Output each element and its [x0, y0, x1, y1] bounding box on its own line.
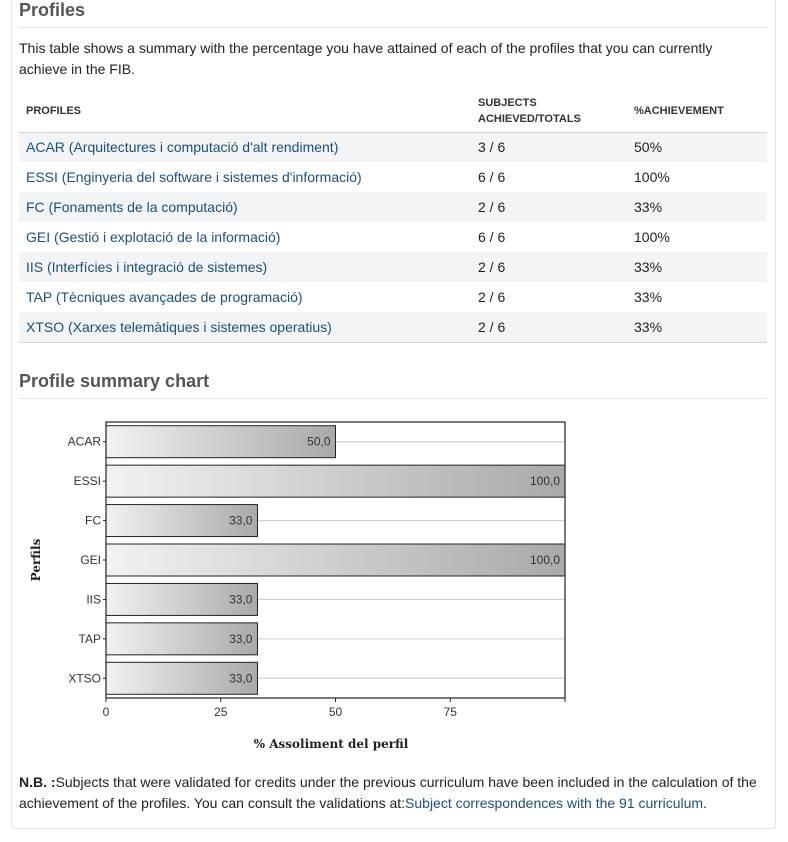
profile-name-cell: TAP (Tècniques avançades de programació): [19, 282, 471, 312]
header-achievement: %ACHIEVEMENT: [627, 90, 767, 133]
table-row: ACAR (Arquitectures i computació d'alt r…: [19, 132, 767, 162]
profiles-table: PROFILES SUBJECTS ACHIEVED/TOTALS %ACHIE…: [19, 90, 767, 343]
y-tick-label: ACAR: [68, 435, 102, 449]
achievement-cell: 50%: [627, 132, 767, 162]
profile-name-cell: ESSI (Enginyeria del software i sistemes…: [19, 162, 471, 192]
subjects-cell: 2 / 6: [471, 312, 627, 343]
table-row: GEI (Gestió i explotació de la informaci…: [19, 222, 767, 252]
achievement-cell: 33%: [634, 289, 663, 305]
achievement-cell: 33%: [627, 312, 767, 343]
header-subjects: SUBJECTS ACHIEVED/TOTALS: [471, 90, 627, 133]
nb-prefix: N.B. :: [19, 774, 56, 790]
bar-tap: [105, 622, 258, 656]
table-row: TAP (Tècniques avançades de programació)…: [19, 282, 767, 312]
y-tick-label: ESSI: [74, 474, 101, 488]
x-axis-title: % Assoliment del perfil: [254, 737, 409, 751]
table-header-row: PROFILES SUBJECTS ACHIEVED/TOTALS %ACHIE…: [19, 90, 767, 133]
profile-link-acar[interactable]: ACAR (Arquitectures i computació d'alt r…: [26, 139, 339, 156]
profile-name-cell: XTSO (Xarxes telemàtiques i sistemes ope…: [19, 312, 471, 343]
profile-name-cell: FC (Fonaments de la computació): [19, 192, 471, 222]
data-label: 33,0: [229, 514, 253, 528]
nb-suffix: .: [703, 795, 707, 811]
profile-link-xtso[interactable]: XTSO (Xarxes telemàtiques i sistemes ope…: [26, 318, 332, 335]
bar-fc: [105, 504, 258, 538]
profile-link-iis[interactable]: IIS (Interfícies i integració de sisteme…: [26, 259, 268, 275]
data-label: 33,0: [229, 632, 253, 646]
subjects-cell: 2 / 6: [478, 289, 506, 305]
profile-link-essi[interactable]: ESSI (Enginyeria del software i sistemes…: [26, 169, 362, 185]
achievement-cell: 33%: [627, 192, 767, 222]
data-label: 100,0: [530, 474, 560, 488]
table-row: IIS (Interfícies i integració de sisteme…: [19, 252, 767, 282]
subjects-cell: 3 / 6: [471, 132, 627, 162]
y-tick-label: FC: [85, 514, 101, 528]
subjects-cell: 6 / 6: [478, 229, 506, 245]
subjects-cell: 2 / 6: [471, 252, 627, 282]
subject-correspondences-link[interactable]: Subject correspondences with the 91 curr…: [405, 795, 704, 811]
y-tick-label: XTSO: [68, 671, 101, 685]
table-row: ESSI (Enginyeria del software i sistemes…: [19, 162, 767, 192]
data-label: 33,0: [229, 671, 253, 685]
table-row: FC (Fonaments de la computació) 2 / 6 33…: [19, 192, 767, 222]
header-subjects-line1: SUBJECTS: [478, 96, 537, 109]
intro-text: This table shows a summary with the perc…: [19, 40, 713, 77]
profile-name-cell: GEI (Gestió i explotació de la informaci…: [19, 222, 471, 252]
profile-name-cell: ACAR (Arquitectures i computació d'alt r…: [19, 132, 471, 162]
title-divider: [19, 27, 767, 28]
achievement-cell: 33%: [627, 252, 767, 282]
x-tick-label: 25: [214, 705, 228, 719]
profile-summary-chart: 50,0 100,0 33,0 100,0 33,0 33,0 33,0 ACAR ESSI F…: [29, 421, 566, 751]
subjects-cell: 6 / 6: [478, 169, 506, 185]
profile-link-tap[interactable]: TAP (Tècniques avançades de programació): [26, 289, 303, 305]
x-tick-label: 0: [103, 705, 110, 719]
table-row: XTSO (Xarxes telemàtiques i sistemes ope…: [19, 312, 767, 343]
x-tick-label: 50: [329, 705, 343, 719]
x-tick-label: 75: [444, 705, 458, 719]
bar-gei: [105, 543, 566, 577]
profile-link-gei[interactable]: GEI (Gestió i explotació de la informaci…: [26, 229, 281, 245]
data-label: 50,0: [307, 435, 331, 449]
data-label: 33,0: [229, 592, 253, 606]
y-tick-label: GEI: [80, 553, 101, 567]
header-subjects-line2: ACHIEVED/TOTALS: [478, 112, 581, 125]
y-tick-label: TAP: [79, 632, 101, 646]
profiles-title: Profiles: [19, 0, 86, 20]
bar-essi: [105, 464, 566, 498]
profile-name-cell: IIS (Interfícies i integració de sisteme…: [19, 252, 471, 282]
y-tick-label: IIS: [86, 592, 101, 606]
profile-link-fc[interactable]: FC (Fonaments de la computació): [26, 199, 238, 215]
bar-acar: [105, 425, 336, 459]
chart-section-title: Profile summary chart: [19, 371, 210, 391]
chart-title-divider: [19, 398, 767, 399]
nb-note: N.B. :Subjects that were validated for c…: [19, 772, 769, 814]
nb-text: Subjects that were validated for credits…: [19, 774, 757, 811]
data-label: 100,0: [530, 553, 560, 567]
header-profiles: PROFILES: [19, 90, 471, 133]
achievement-cell: 100%: [634, 229, 670, 245]
subjects-cell: 2 / 6: [471, 192, 627, 222]
y-axis-title: Perfils: [29, 538, 43, 581]
achievement-cell: 100%: [634, 169, 670, 185]
